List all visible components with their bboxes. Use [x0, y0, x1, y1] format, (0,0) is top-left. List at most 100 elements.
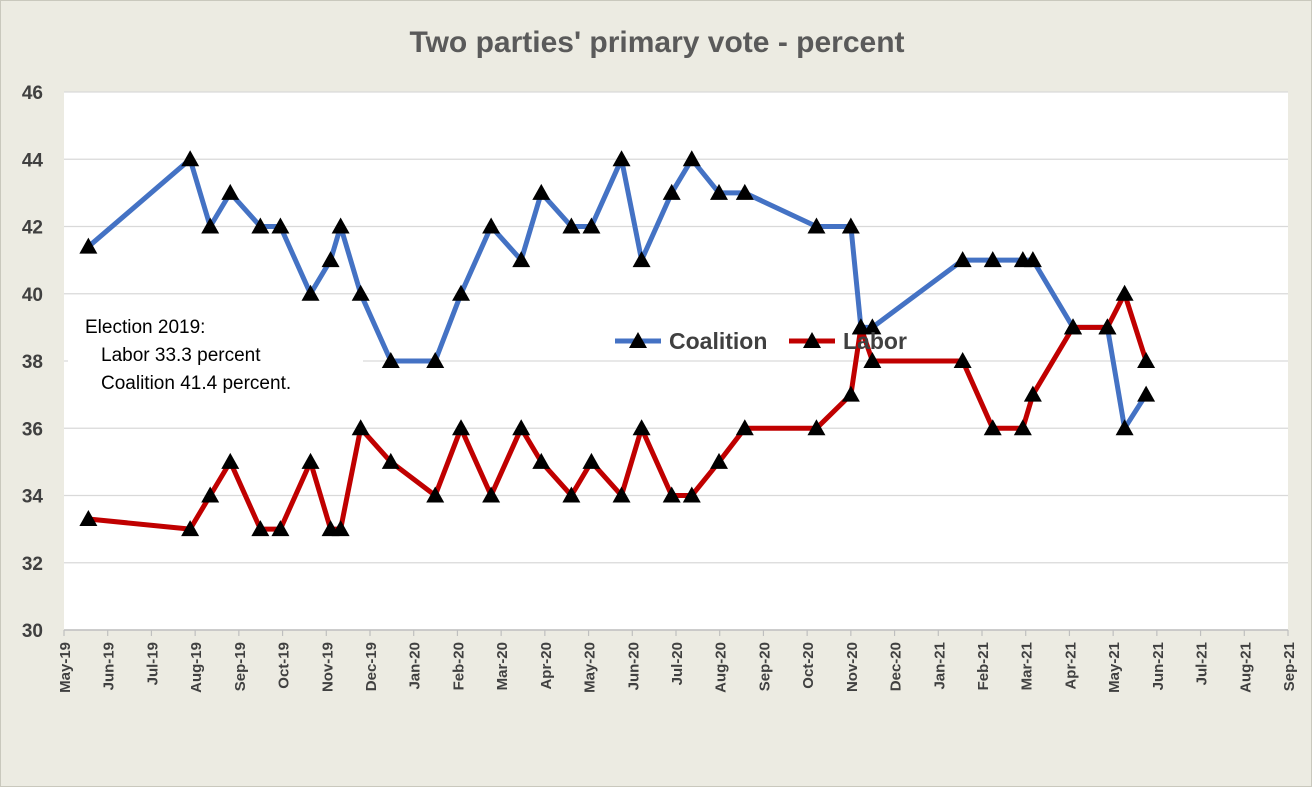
data-point-labor — [181, 520, 200, 537]
data-point-coalition — [841, 217, 860, 234]
x-tick-label: Apr-20 — [538, 642, 555, 690]
data-point-coalition — [807, 217, 826, 234]
data-point-labor — [851, 318, 870, 335]
data-point-coalition — [201, 217, 220, 234]
legend-marker-coalition — [629, 332, 647, 348]
data-point-labor — [1023, 385, 1042, 402]
data-point-labor — [201, 486, 220, 503]
data-point-labor — [251, 520, 270, 537]
data-point-labor — [512, 419, 531, 436]
legend: Coalition Labor — [615, 328, 907, 354]
data-point-labor — [79, 510, 98, 527]
data-point-labor — [841, 385, 860, 402]
y-tick-label: 44 — [22, 150, 44, 171]
data-point-coalition — [251, 217, 270, 234]
annotation-line: Labor 33.3 percent — [101, 345, 261, 366]
data-point-coalition — [612, 150, 631, 167]
data-point-labor — [983, 419, 1002, 436]
x-tick-label: Dec-19 — [363, 642, 380, 691]
data-point-labor — [482, 486, 501, 503]
data-point-labor — [807, 419, 826, 436]
data-point-labor — [682, 486, 701, 503]
data-point-labor — [532, 452, 551, 469]
data-point-labor — [1115, 284, 1134, 301]
data-point-coalition — [582, 217, 601, 234]
x-tick-label: Jul-20 — [669, 642, 686, 685]
x-tick-label: Sep-19 — [232, 642, 249, 691]
data-point-labor — [381, 452, 400, 469]
data-point-coalition — [1137, 385, 1156, 402]
x-tick-label: Jun-20 — [625, 642, 642, 690]
data-point-coalition — [682, 150, 701, 167]
data-point-coalition — [331, 217, 350, 234]
data-point-labor — [1137, 352, 1156, 368]
y-tick-label: 30 — [22, 621, 43, 642]
data-point-labor — [612, 486, 631, 503]
data-point-coalition — [512, 251, 531, 268]
data-point-coalition — [632, 251, 651, 268]
y-tick-label: 40 — [22, 285, 43, 306]
y-tick-label: 42 — [22, 218, 43, 239]
data-point-labor — [351, 419, 370, 436]
x-tick-label: May-20 — [582, 642, 599, 693]
x-tick-label: May-21 — [1106, 642, 1123, 693]
data-point-labor — [632, 419, 651, 436]
data-point-coalition — [181, 150, 200, 167]
x-tick-label: Jul-21 — [1194, 642, 1211, 685]
data-point-labor — [426, 486, 445, 503]
data-point-coalition — [562, 217, 581, 234]
x-tick-label: Jan-20 — [407, 642, 424, 690]
axes: 30 32 34 36 38 40 42 44 46 May-19 Jun-19 Jul-19 Aug-… — [22, 83, 1298, 693]
data-point-labor — [1013, 419, 1032, 436]
y-tick-label: 46 — [22, 83, 43, 104]
data-point-coalition — [532, 183, 551, 200]
chart-title: Two parties' primary vote - percent — [409, 26, 904, 59]
data-point-coalition — [735, 183, 754, 200]
y-tick-label: 34 — [22, 487, 44, 508]
data-point-coalition — [863, 318, 882, 335]
x-tick-label: Aug-19 — [188, 642, 205, 693]
data-point-coalition — [221, 183, 240, 200]
x-tick-label: Nov-20 — [844, 642, 861, 692]
x-tick-label: Jan-21 — [931, 642, 948, 690]
data-point-coalition — [301, 284, 320, 301]
x-tick-label: Aug-20 — [713, 642, 730, 693]
data-point-coalition — [709, 183, 728, 200]
x-tick-label: Jul-19 — [144, 642, 161, 685]
x-tick-label: Feb-21 — [975, 642, 992, 690]
data-point-labor — [863, 352, 882, 368]
x-tick-label: Jun-21 — [1150, 642, 1167, 690]
data-point-labor — [662, 486, 681, 503]
x-tick-label: Oct-20 — [800, 642, 817, 689]
x-tick-label: Apr-21 — [1062, 642, 1079, 690]
data-point-labor — [1064, 318, 1083, 335]
x-tick-label: Sep-21 — [1281, 642, 1298, 691]
data-point-labor — [331, 520, 350, 537]
series — [79, 150, 1156, 537]
x-tick-label: Mar-20 — [494, 642, 511, 690]
y-tick-label: 36 — [22, 419, 43, 440]
data-point-coalition — [452, 284, 471, 301]
data-point-labor — [221, 452, 240, 469]
x-tick-label: Nov-19 — [319, 642, 336, 692]
data-point-coalition — [983, 251, 1002, 268]
legend-label-labor: Labor — [843, 328, 907, 354]
legend-label-coalition: Coalition — [669, 328, 767, 354]
data-point-coalition — [351, 284, 370, 301]
data-point-labor — [452, 419, 471, 436]
data-point-labor — [582, 452, 601, 469]
x-tick-label: Mar-21 — [1019, 642, 1036, 690]
x-tick-label: Sep-20 — [756, 642, 773, 691]
data-point-coalition — [321, 251, 340, 268]
election-annotation: Election 2019: Labor 33.3 percent Coalitio… — [68, 305, 363, 405]
data-point-coalition — [1023, 251, 1042, 268]
data-point-labor — [562, 486, 581, 503]
legend-marker-labor — [803, 332, 821, 348]
data-point-labor — [301, 452, 320, 469]
data-point-coalition — [662, 183, 681, 200]
data-point-labor — [271, 520, 290, 537]
y-tick-label: 32 — [22, 554, 43, 575]
y-tick-label: 38 — [22, 352, 43, 373]
